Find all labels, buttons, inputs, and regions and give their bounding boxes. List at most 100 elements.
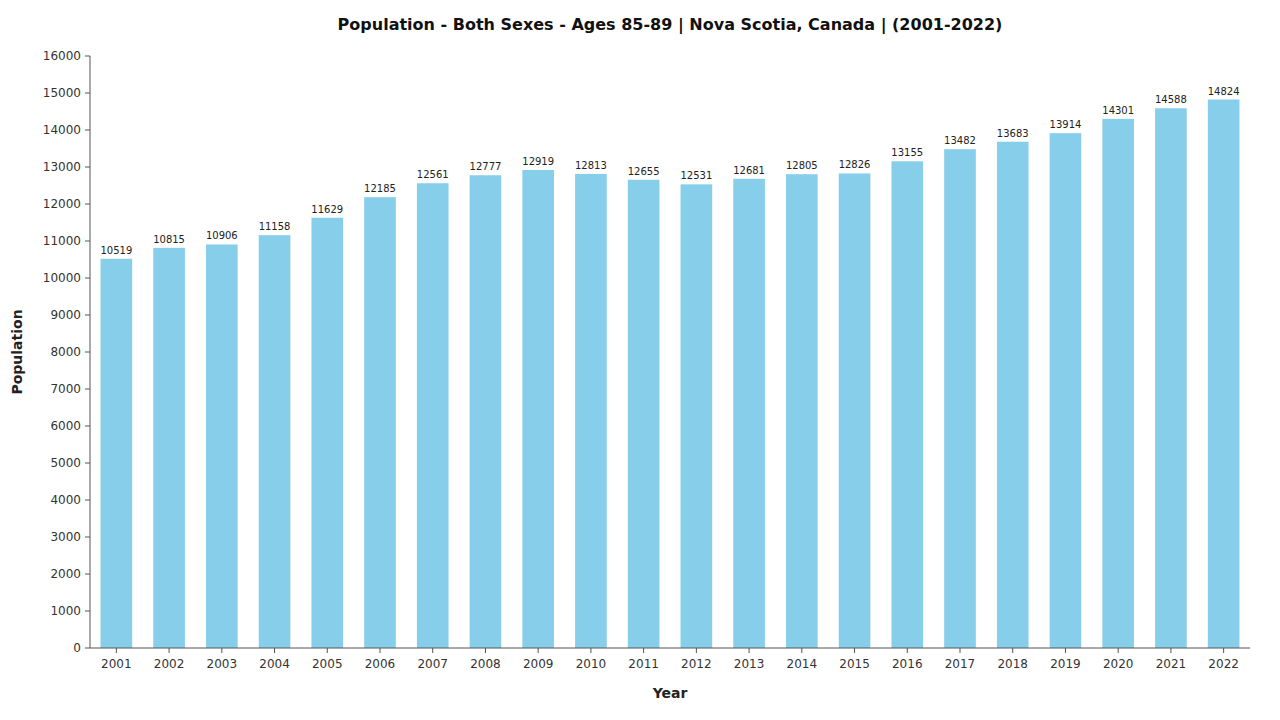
x-tick-label: 2014 [787,657,818,671]
x-tick-label: 2020 [1103,657,1134,671]
y-tick [85,574,90,575]
y-tick [85,241,90,242]
bar [417,183,449,648]
x-tick-label: 2009 [523,657,554,671]
x-tick-label: 2012 [681,657,712,671]
data-label: 10906 [206,230,238,241]
x-tick [590,648,591,653]
x-tick [1118,648,1119,653]
y-tick [85,315,90,316]
x-tick-label: 2018 [997,657,1028,671]
bar [997,142,1029,648]
y-tick-label: 5000 [50,456,81,470]
x-tick [274,648,275,653]
x-tick [327,648,328,653]
y-tick-label: 0 [73,641,81,655]
x-tick-label: 2021 [1156,657,1187,671]
x-tick-label: 2016 [892,657,923,671]
y-tick [85,389,90,390]
data-label: 12813 [575,160,607,171]
x-tick [907,648,908,653]
bar [786,174,818,648]
y-tick [85,278,90,279]
bar [153,248,185,648]
x-tick [1012,648,1013,653]
x-tick-label: 2015 [839,657,870,671]
data-label: 14301 [1102,105,1134,116]
data-label: 11158 [259,221,291,232]
x-tick [854,648,855,653]
bar [575,174,607,648]
bar [470,175,502,648]
bar [733,179,765,648]
bar [522,170,554,648]
y-tick [85,463,90,464]
y-axis-line [90,56,91,648]
data-label: 12805 [786,160,818,171]
data-label: 10519 [100,245,132,256]
y-tick-label: 10000 [43,271,81,285]
bar [944,149,976,648]
y-axis-title: Population [9,309,25,394]
chart-container: 0100020003000400050006000700080009000100… [0,0,1280,720]
y-tick-label: 11000 [43,234,81,248]
y-tick [85,611,90,612]
y-tick [85,130,90,131]
bars [101,100,1240,648]
bar [1102,119,1134,648]
data-label: 13155 [891,147,923,158]
x-tick [1170,648,1171,653]
data-label: 13482 [944,135,976,146]
data-label: 12681 [733,165,765,176]
data-label: 10815 [153,234,185,245]
y-tick-label: 8000 [50,345,81,359]
data-label: 12919 [522,156,554,167]
data-label: 14588 [1155,94,1187,105]
bar [839,173,871,648]
data-label: 11629 [311,204,343,215]
chart-svg: 0100020003000400050006000700080009000100… [0,0,1280,720]
x-tick-label: 2006 [365,657,396,671]
y-tick [85,426,90,427]
x-tick [116,648,117,653]
data-label: 13914 [1050,119,1082,130]
bar [259,235,291,648]
y-tick [85,204,90,205]
x-tick [538,648,539,653]
bar [1208,100,1240,648]
data-label: 12826 [839,159,871,170]
y-tick-label: 9000 [50,308,81,322]
x-tick [643,648,644,653]
y-tick-label: 14000 [43,123,81,137]
x-tick-label: 2013 [734,657,765,671]
y-tick-label: 1000 [50,604,81,618]
x-tick-label: 2019 [1050,657,1081,671]
x-tick-label: 2003 [207,657,238,671]
chart-title: Population - Both Sexes - Ages 85-89 | N… [338,15,1003,35]
bar [364,197,396,648]
data-label: 12531 [680,170,712,181]
x-tick [749,648,750,653]
y-tick-label: 6000 [50,419,81,433]
y-tick [85,648,90,649]
bar [1050,133,1082,648]
x-tick-label: 2010 [576,657,607,671]
bar [891,161,923,648]
data-label: 13683 [997,128,1029,139]
y-tick [85,56,90,57]
y-tick-label: 2000 [50,567,81,581]
x-tick-label: 2005 [312,657,343,671]
x-tick-label: 2002 [154,657,185,671]
x-tick-label: 2001 [101,657,132,671]
x-tick [960,648,961,653]
data-label: 14824 [1208,86,1240,97]
y-tick-label: 15000 [43,86,81,100]
x-tick-label: 2017 [945,657,976,671]
y-tick [85,167,90,168]
x-tick [169,648,170,653]
data-label: 12655 [628,166,660,177]
x-tick-label: 2008 [470,657,501,671]
data-label: 12561 [417,169,449,180]
x-tick [1223,648,1224,653]
x-axis-title: Year [652,685,688,701]
